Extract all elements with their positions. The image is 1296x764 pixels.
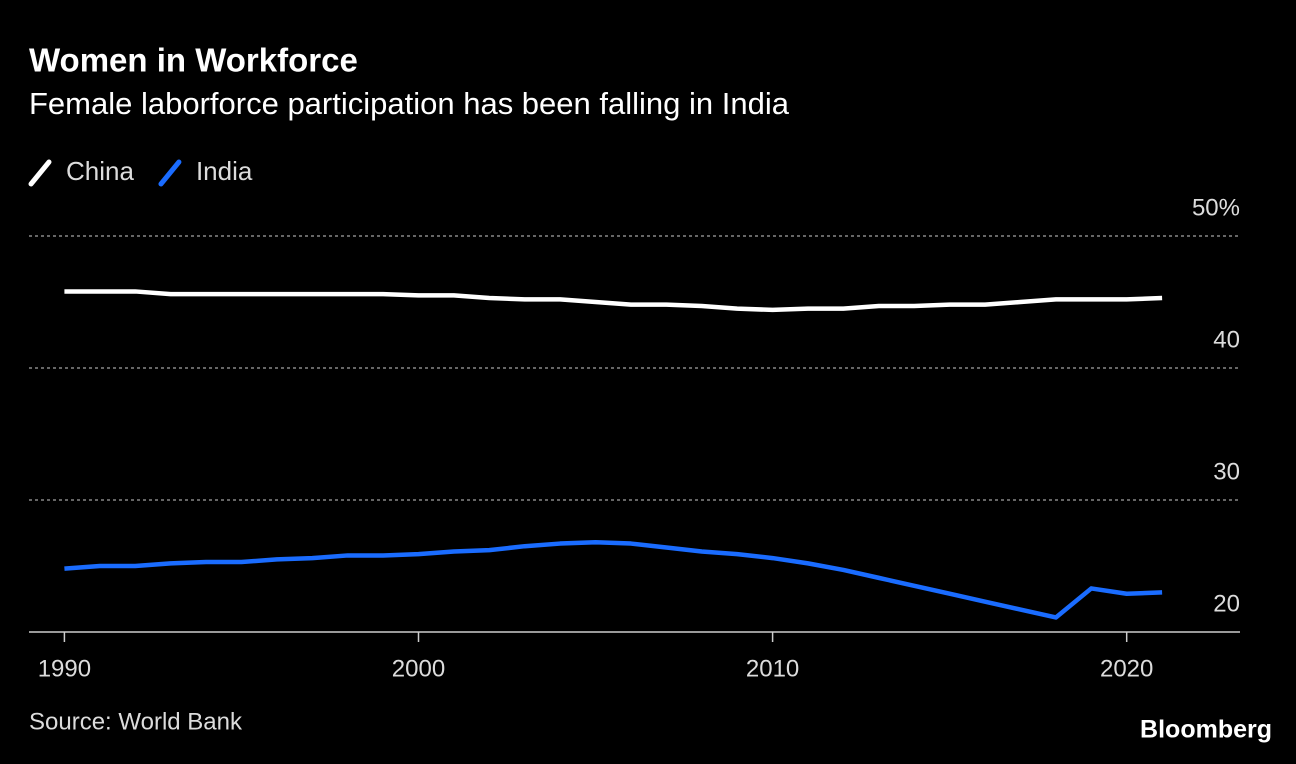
- y-tick-label: 50%: [1192, 194, 1240, 221]
- source: Source: World Bank: [29, 708, 243, 735]
- legend-swatch: [28, 159, 52, 187]
- chart-subtitle: Female laborforce participation has been…: [29, 86, 790, 121]
- x-tick-label: 2010: [746, 655, 799, 682]
- brand: Bloomberg: [1140, 716, 1272, 744]
- y-tick-label: 20: [1213, 590, 1240, 617]
- y-tick-label: 30: [1213, 458, 1240, 485]
- legend-label: India: [196, 156, 253, 186]
- x-tick-label: 2020: [1100, 655, 1153, 682]
- legend-label: China: [66, 156, 134, 186]
- chart-title: Women in Workforce: [29, 42, 358, 79]
- x-tick-label: 1990: [38, 655, 91, 682]
- legend-swatch: [158, 159, 182, 187]
- series-line: [64, 539, 1163, 620]
- series-line: [64, 289, 1163, 313]
- y-tick-label: 40: [1213, 326, 1240, 353]
- x-tick-label: 2000: [392, 655, 445, 682]
